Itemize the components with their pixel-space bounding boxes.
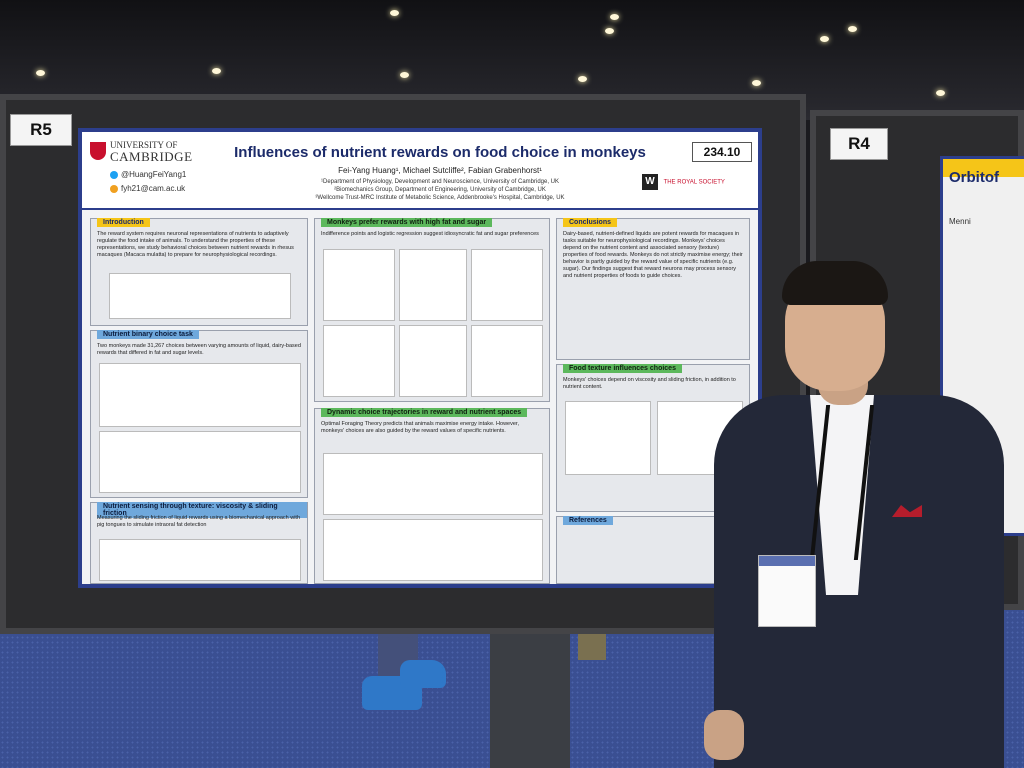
ceiling-light — [605, 28, 614, 34]
panel-text: Indifference points and logistic regress… — [321, 231, 539, 237]
tongue-figure — [99, 539, 301, 581]
panel-title: Nutrient sensing through texture: viscos… — [97, 502, 307, 518]
panel-text: Measuring the sliding friction of liquid… — [97, 515, 300, 528]
rewards-figure — [99, 431, 301, 493]
badge-strip — [759, 556, 815, 566]
affiliation-2: ²Biomechanics Group, Department of Engin… — [334, 187, 546, 193]
cambridge-shield-icon — [90, 142, 106, 160]
panel-title: Introduction — [97, 218, 150, 227]
board-label-left: R5 — [10, 114, 72, 146]
panel-text: The reward system requires neuronal repr… — [97, 231, 294, 258]
university-line1: UNIVERSITY OF — [110, 140, 178, 150]
ceiling-light — [936, 90, 945, 96]
ceiling-light — [212, 68, 221, 74]
panel-title: Food texture influences choices — [563, 364, 682, 373]
ceiling-light — [578, 76, 587, 82]
affiliation-3: ³Wellcome Trust-MRC Institute of Metabol… — [315, 195, 565, 201]
panel-title: References — [563, 516, 613, 525]
twitter-text: @HuangFeiYang1 — [121, 170, 187, 179]
panel-texture: Nutrient sensing through texture: viscos… — [90, 502, 308, 584]
wellcome-logo: W — [642, 174, 658, 190]
poster-title: Influences of nutrient rewards on food c… — [234, 144, 646, 161]
hand — [704, 710, 744, 760]
name-badge — [758, 555, 816, 627]
affiliation-1: ¹Department of Physiology, Development a… — [321, 179, 559, 185]
neighbouring-poster-logo: Menni — [949, 217, 971, 226]
twitter-handle: @HuangFeiYang1 — [110, 170, 186, 179]
ceiling-light — [610, 14, 619, 20]
poster-authors: Fei-Yang Huang¹, Michael Sutcliffe², Fab… — [338, 166, 542, 175]
panel-title: Conclusions — [563, 218, 618, 227]
email-text: fyh21@cam.ac.uk — [121, 184, 186, 193]
panel-text: Two monkeys made 31,267 choices between … — [97, 343, 301, 356]
diagram-figure — [109, 273, 291, 319]
poster-band — [943, 159, 1024, 177]
bar-plot-figure — [565, 401, 651, 475]
contact-email: fyh21@cam.ac.uk — [110, 184, 185, 193]
panel-text: Monkeys' choices depend on viscosity and… — [563, 377, 736, 390]
ceiling-light — [400, 72, 409, 78]
panel-title: Nutrient binary choice task — [97, 330, 199, 339]
panel-conclusions: Conclusions Dairy-based, nutrient-define… — [556, 218, 750, 360]
panel-fat-sugar: Monkeys prefer rewards with high fat and… — [314, 218, 550, 402]
panel-dynamic: Dynamic choice trajectories in reward an… — [314, 408, 550, 584]
email-icon — [110, 184, 118, 193]
plot-figure — [323, 249, 395, 321]
poster-header: UNIVERSITY OF CAMBRIDGE @HuangFeiYang1 f… — [82, 132, 758, 210]
panel-title: Dynamic choice trajectories in reward an… — [321, 408, 528, 417]
poster-affiliations: ¹Department of Physiology, Development a… — [220, 178, 660, 202]
panel-introduction: Introduction The reward system requires … — [90, 218, 308, 326]
ceiling-light — [848, 26, 857, 32]
trajectory-figure — [323, 453, 543, 515]
panel-binary-choice: Nutrient binary choice task Two monkeys … — [90, 330, 308, 498]
ceiling-light — [390, 10, 399, 16]
panel-text: Dairy-based, nutrient-defined liquids ar… — [563, 231, 743, 279]
plot-figure — [471, 325, 543, 397]
neighbouring-poster-title: Orbitof — [949, 169, 999, 186]
ceiling-light — [752, 80, 761, 86]
research-poster: UNIVERSITY OF CAMBRIDGE @HuangFeiYang1 f… — [78, 128, 762, 588]
background-person-legs — [490, 620, 570, 768]
sponsor-logos: W THE ROYAL SOCIETY — [642, 174, 725, 190]
trajectory-figure — [323, 519, 543, 581]
hair — [782, 261, 888, 305]
panel-title: Monkeys prefer rewards with high fat and… — [321, 218, 493, 227]
ceiling-light — [36, 70, 45, 76]
royal-society-logo: THE ROYAL SOCIETY — [663, 179, 725, 186]
presenter — [700, 255, 1020, 768]
poster-number: 234.10 — [692, 142, 752, 162]
plot-figure — [399, 325, 467, 397]
plot-figure — [399, 249, 467, 321]
plot-figure — [471, 249, 543, 321]
board-label-right: R4 — [830, 128, 888, 160]
task-figure — [99, 363, 301, 427]
plot-figure — [323, 325, 395, 397]
ceiling-light — [820, 36, 829, 42]
twitter-icon — [110, 170, 118, 179]
sneaker — [400, 660, 446, 688]
university-line2: CAMBRIDGE — [110, 149, 193, 164]
panel-text: Optimal Foraging Theory predicts that an… — [321, 421, 519, 434]
